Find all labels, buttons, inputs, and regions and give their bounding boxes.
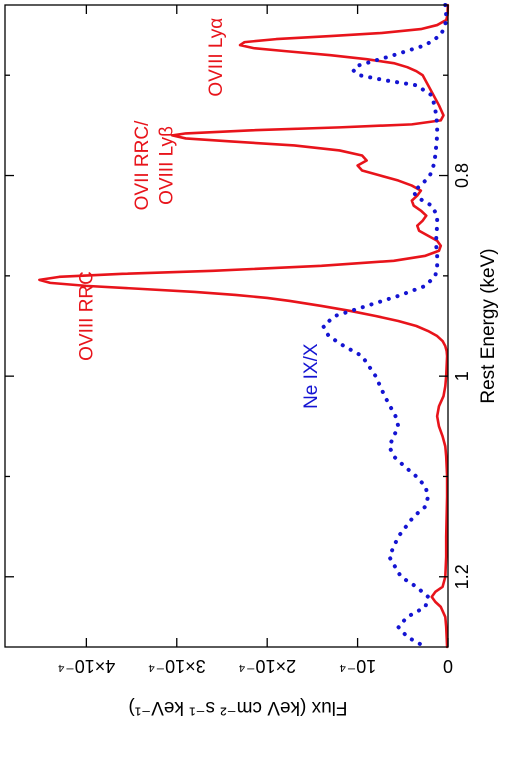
annotation-label: Ne IX/X	[301, 343, 322, 409]
annotation-label: OVIII RRC	[77, 271, 98, 361]
series-line-oxygen	[38, 3, 450, 649]
annotation-label: OVIII Lyα	[206, 18, 227, 97]
annotation-label: OVIII Lyβ	[156, 126, 177, 205]
plot-frame	[4, 4, 449, 648]
y-tick-label: 2×10⁻⁴	[238, 656, 296, 676]
y-tick-label: 10⁻⁴	[339, 656, 376, 676]
tick-layer: 0.8 1 1.2 0 10⁻⁴ 2×10⁻⁴ 3×10⁻⁴ 4×10⁻⁴	[5, 5, 472, 676]
series-line-ne-ix-x	[321, 3, 449, 649]
y-tick-label: 0	[443, 656, 453, 676]
annotation-label: OVII RRC/	[132, 120, 153, 210]
annotation-layer: OVIII Lyα OVII RRC/OVIII Lyβ OVIII RRC Ne I…	[77, 18, 322, 409]
x-tick-label: 1.2	[452, 564, 472, 589]
y-tick-label: 4×10⁻⁴	[58, 656, 116, 676]
y-axis-label: Flux (keV cm⁻² s⁻¹ keV⁻¹)	[128, 697, 347, 718]
series-layer	[38, 3, 450, 649]
x-tick-label: 1	[452, 371, 472, 381]
x-axis-label: Rest Energy (keV)	[478, 248, 499, 403]
x-tick-label: 0.8	[452, 163, 472, 188]
y-tick-label: 3×10⁻⁴	[148, 656, 206, 676]
